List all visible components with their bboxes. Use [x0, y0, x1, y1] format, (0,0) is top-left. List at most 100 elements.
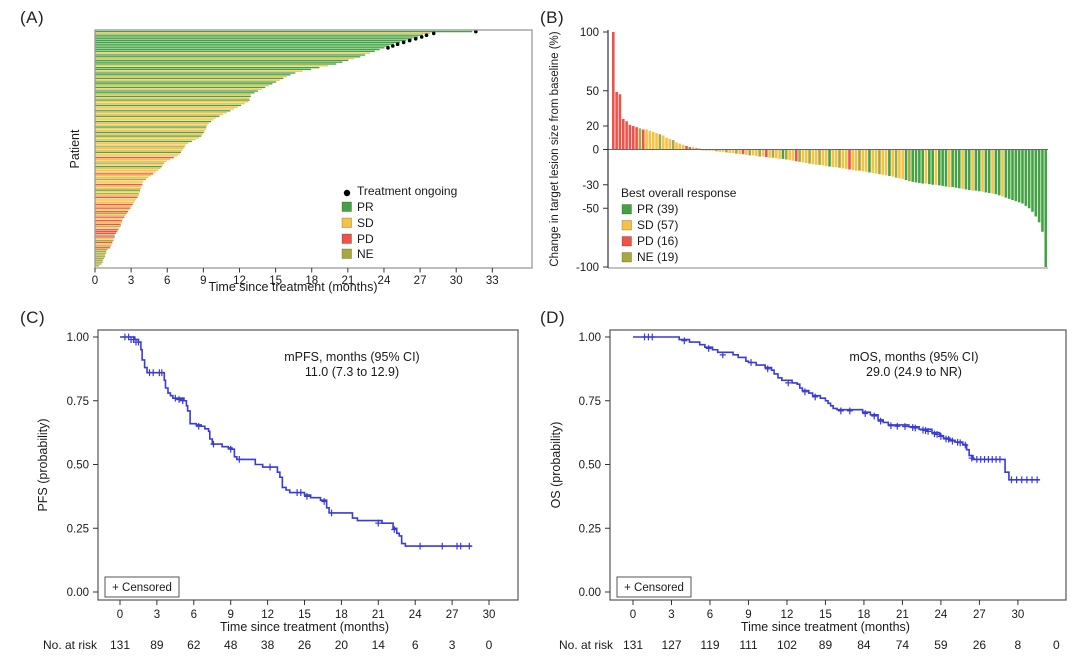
swimmer-bar	[95, 245, 112, 247]
waterfall-bar	[648, 130, 652, 150]
treatment-ongoing-dot	[419, 35, 424, 39]
waterfall-bar	[994, 149, 998, 195]
at-risk-value: 3	[449, 638, 456, 652]
waterfall-bar	[821, 149, 825, 166]
at-risk-value: 26	[973, 638, 987, 652]
swimmer-bar	[95, 149, 183, 152]
waterfall-bar	[808, 149, 811, 164]
y-axis-label: Change in target lesion size from baseli…	[549, 31, 561, 266]
waterfall-bar	[894, 149, 898, 178]
x-tick-label: 12	[781, 609, 794, 621]
waterfall-bar	[1014, 149, 1018, 202]
swimmer-bar	[95, 84, 269, 87]
waterfall-bar	[738, 149, 742, 155]
waterfall-bar	[1027, 149, 1031, 209]
waterfall-bar	[675, 142, 678, 150]
swimmer-bar	[95, 175, 151, 177]
y-tick-label: 20	[586, 121, 599, 133]
at-risk-value: 48	[224, 638, 238, 652]
swimmer-bar	[95, 200, 136, 202]
waterfall-bar	[695, 148, 698, 150]
x-tick-label: 12	[261, 609, 274, 621]
swimmer-bar	[95, 254, 106, 256]
swimmer-bar	[95, 126, 207, 128]
swimmer-bar	[95, 88, 262, 90]
panel-c-pfs-km-plot: 1.000.750.500.250.000 3 6 9 12 15 18 21 24 27 30Ti…	[36, 329, 519, 652]
waterfall-bar	[641, 129, 645, 150]
waterfall-bar	[778, 149, 781, 159]
swimmer-bar	[95, 120, 212, 123]
panel-b-waterfall-plot: 100 50 20 0 -30 -50 -100 Change in target lesio…	[549, 27, 1048, 274]
waterfall-bar	[951, 149, 954, 188]
swimmer-bar	[95, 230, 118, 233]
swimmer-bar	[95, 232, 116, 235]
swimmer-bar	[95, 257, 104, 260]
censored-legend-label: + Censored	[624, 582, 684, 594]
legend-swatch	[341, 201, 352, 212]
swimmer-bar	[95, 108, 234, 110]
treatment-ongoing-dot	[395, 42, 400, 47]
swimmer-bar	[95, 182, 143, 184]
swimmer-bar	[95, 32, 431, 35]
legend-swatch	[341, 217, 352, 228]
panel-a-swimmer-plot: 0 3 6 9 12 15 18 21 24 27 30 33 Time since treatment…	[68, 29, 533, 294]
waterfall-bar	[934, 149, 938, 185]
swimmer-bar	[95, 131, 204, 134]
x-tick-label: 9	[745, 609, 751, 621]
swimmer-bar	[95, 86, 266, 89]
x-tick-label: 0	[117, 609, 123, 621]
annotation-line-2: 29.0 (24.9 to NR)	[866, 365, 962, 379]
swimmer-bar	[95, 106, 238, 108]
swimmer-bar	[95, 198, 137, 200]
swimmer-bar	[95, 227, 120, 229]
waterfall-bar	[741, 149, 745, 155]
x-tick-label: 18	[305, 275, 318, 287]
censor-marks	[121, 333, 473, 550]
swimmer-bar	[95, 157, 174, 159]
waterfall-bar	[851, 149, 855, 171]
waterfall-bar	[904, 149, 908, 181]
x-tick-label: 6	[707, 609, 713, 621]
waterfall-bar	[938, 149, 941, 186]
swimmer-bar	[95, 68, 312, 71]
legend-label: PR	[357, 200, 374, 214]
x-tick-label: 9	[227, 609, 233, 621]
swimmer-bar	[95, 250, 107, 253]
at-risk-value: 111	[739, 638, 758, 652]
waterfall-bar	[884, 149, 888, 176]
waterfall-bar	[801, 149, 805, 163]
waterfall-bar	[941, 149, 944, 186]
swimmer-bar	[95, 122, 209, 125]
waterfall-bar	[1021, 149, 1024, 204]
panel-d-os-km-plot: 1.00 0.75 0.50 0.25 0.00 0 3 6 9 12 15 18 21 24 27 30 Ti…	[549, 329, 1067, 652]
waterfall-bar	[898, 149, 901, 179]
waterfall-bar	[984, 149, 988, 193]
waterfall-bar	[868, 149, 871, 173]
swimmer-bar	[95, 158, 171, 161]
swimmer-bar	[95, 83, 273, 85]
waterfall-bar	[708, 149, 712, 151]
swimmer-bar	[95, 214, 126, 217]
swimmer-bar	[95, 129, 206, 132]
at-risk-value: 127	[661, 638, 681, 652]
waterfall-bar	[678, 143, 682, 150]
waterfall-bar	[804, 149, 808, 164]
swimmer-bar	[95, 47, 385, 49]
waterfall-bar	[731, 149, 735, 154]
waterfall-bar	[698, 148, 702, 150]
at-risk-value: 38	[261, 638, 275, 652]
x-tick-label: 33	[486, 275, 499, 287]
y-tick-label: 0.50	[579, 460, 601, 472]
swimmer-bar	[95, 111, 227, 114]
swimmer-bar	[95, 38, 413, 40]
waterfall-bar	[711, 149, 715, 151]
y-tick-label: 50	[586, 86, 599, 98]
swimmer-bar	[95, 164, 163, 166]
waterfall-bar	[768, 149, 771, 158]
swimmer-bar	[95, 133, 203, 135]
waterfall-bar	[908, 149, 911, 182]
waterfall-bar	[964, 149, 968, 190]
y-tick-label: 0.75	[67, 396, 89, 408]
swimmer-bar	[95, 137, 200, 139]
